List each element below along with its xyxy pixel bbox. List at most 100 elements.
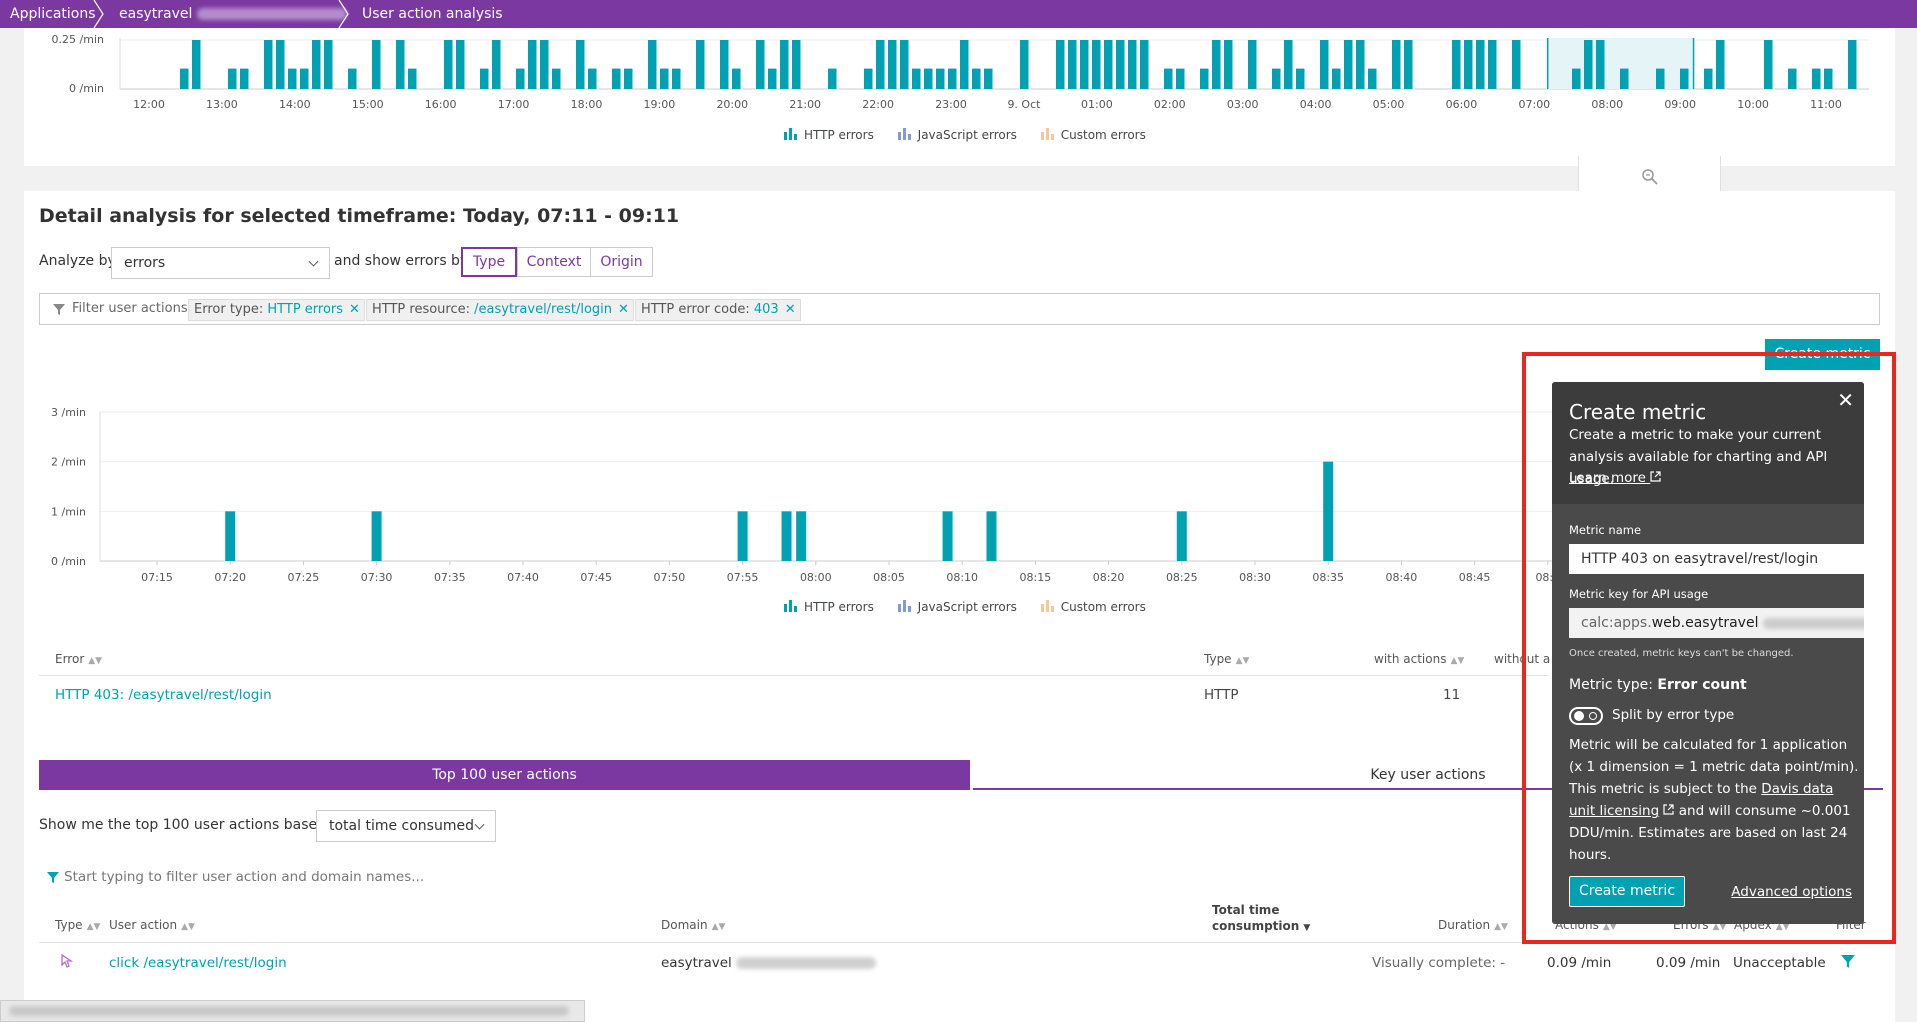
overview-bar (576, 40, 585, 89)
overview-bar (864, 68, 873, 89)
x-tick-label: 07:55 (727, 571, 759, 584)
filter-chip-error-code[interactable]: HTTP error code: 403 ✕ (635, 299, 801, 321)
filter-chip-resource[interactable]: HTTP resource: /easytravel/rest/login ✕ (366, 299, 634, 321)
ddu-licensing-link[interactable]: Davis data unit licensing (1569, 781, 1834, 819)
x-tick-label: 15:00 (352, 98, 384, 111)
learn-more-link[interactable]: Learn more (1569, 470, 1661, 486)
x-tick-label: 19:00 (644, 98, 676, 111)
col-type[interactable]: Type ▲▼ (1204, 652, 1250, 666)
error-with-actions: 11 (1443, 687, 1461, 703)
overview-bar (1092, 40, 1101, 89)
x-tick-label: 07:35 (434, 571, 466, 584)
metric-type: Metric type: Error count (1569, 677, 1747, 693)
filter-bar[interactable]: Filter user actions Error type: HTTP err… (39, 293, 1880, 325)
col-error[interactable]: Error ▲▼ (55, 652, 103, 666)
segment-type[interactable]: Type (461, 247, 517, 277)
overview-bar (1716, 40, 1725, 89)
close-icon[interactable]: ✕ (618, 302, 629, 317)
breadcrumb-separator-icon (338, 0, 349, 28)
filter-icon (47, 872, 59, 883)
overview-bar (1332, 68, 1341, 89)
sort-icon: ▲▼ (88, 656, 103, 666)
overview-bar (1452, 40, 1461, 89)
overview-bar (912, 68, 921, 89)
based-on-select[interactable]: total time consumed (316, 810, 496, 842)
overview-bar (1020, 40, 1029, 89)
col-with-actions[interactable]: with actions ▲▼ (1374, 652, 1465, 666)
col-duration[interactable]: Duration ▲▼ (1438, 918, 1508, 932)
errors-value: 0.09 /min (1656, 955, 1721, 971)
detail-chart[interactable]: 3 /min 2 /min 1 /min 0 /min 07:15 07:20 07:25 0… (24, 395, 1584, 585)
close-icon[interactable]: ✕ (784, 302, 796, 317)
x-tick-label: 04:00 (1300, 98, 1332, 111)
overview-bar (876, 40, 885, 89)
x-tick-label: 08:45 (1459, 571, 1491, 584)
analyze-by-label: Analyze by (39, 253, 116, 269)
overview-bar (492, 40, 501, 89)
overview-bar (1848, 40, 1857, 89)
col-total-time[interactable]: Total time consumption ▼ (1212, 903, 1311, 933)
analyze-by-select[interactable]: errors (111, 247, 330, 279)
zoom-tab[interactable] (1578, 156, 1721, 192)
x-tick-label: 07:25 (288, 571, 320, 584)
x-tick-label: 07:20 (214, 571, 246, 584)
overview-bar (1164, 68, 1173, 89)
overview-bar (1248, 40, 1257, 89)
advanced-options-link[interactable]: Advanced options (1731, 884, 1852, 900)
overview-bar (1476, 40, 1485, 89)
overview-bar (720, 40, 729, 89)
overview-bar (228, 68, 237, 89)
sort-icon: ▲▼ (1494, 922, 1508, 932)
metric-name-input[interactable]: HTTP 403 on easytravel/rest/login (1569, 544, 1864, 574)
overview-bar (672, 68, 681, 89)
filter-placeholder: Filter user actions (72, 301, 188, 316)
overview-bar (1392, 40, 1401, 89)
x-tick-label: 13:00 (206, 98, 238, 111)
overview-bar (612, 68, 621, 89)
x-tick-label: 18:00 (571, 98, 603, 111)
legend-js: JavaScript errors (917, 128, 1017, 142)
zoom-icon[interactable] (1641, 168, 1659, 186)
action-filter-input[interactable]: Start typing to filter user action and d… (64, 869, 425, 885)
x-tick-label: 08:20 (1093, 571, 1125, 584)
overview-bar (1116, 40, 1125, 89)
x-tick-label: 11:00 (1810, 98, 1842, 111)
close-icon[interactable]: ✕ (349, 302, 360, 317)
col-action-type[interactable]: Type ▲▼ (55, 918, 101, 932)
apdex-value: Unacceptable (1733, 955, 1826, 971)
x-tick-label: 08:35 (1312, 571, 1344, 584)
x-tick-label: 07:45 (580, 571, 612, 584)
show-top-label: Show me the top 100 user actions based o… (39, 817, 348, 833)
close-icon[interactable]: ✕ (1837, 388, 1854, 412)
overview-bar (348, 68, 357, 89)
tab-top-user-actions[interactable]: Top 100 user actions (39, 760, 970, 790)
overview-bar (756, 40, 765, 89)
overview-bar (180, 68, 189, 89)
segment-context[interactable]: Context (517, 247, 591, 277)
segment-origin[interactable]: Origin (590, 247, 653, 277)
breadcrumb-applications[interactable]: Applications (10, 6, 96, 22)
split-toggle[interactable] (1569, 707, 1603, 725)
x-tick-label: 07:50 (654, 571, 686, 584)
error-link[interactable]: HTTP 403: /easytravel/rest/login (55, 687, 272, 703)
overview-chart[interactable]: 0.25 /min 0 /min 12:00 13:00 14:00 15:00 16:00… (24, 28, 1895, 126)
x-tick-label: 07:00 (1518, 98, 1550, 111)
user-action-link[interactable]: click /easytravel/rest/login (109, 955, 287, 971)
tab-key-user-actions[interactable]: Key user actions (973, 760, 1883, 790)
overview-bar (960, 40, 969, 89)
col-user-action[interactable]: User action ▲▼ (109, 918, 195, 932)
breadcrumb-easytravel[interactable]: easytravel (119, 0, 347, 28)
popup-create-metric-button[interactable]: Create metric (1569, 876, 1685, 907)
col-domain[interactable]: Domain ▲▼ (661, 918, 726, 932)
filter-icon[interactable] (1841, 955, 1855, 969)
overview-bar (972, 68, 981, 89)
sort-icon: ▲▼ (1450, 656, 1465, 666)
overview-bar (288, 68, 297, 89)
overview-bar (792, 40, 801, 89)
overview-bar (192, 40, 201, 89)
overview-bar (528, 40, 537, 89)
external-link-icon (1650, 471, 1661, 482)
filter-chip-error-type[interactable]: Error type: HTTP errors ✕ (188, 299, 365, 321)
duration-value: Visually complete: - (1372, 955, 1506, 971)
x-tick-label: 20:00 (716, 98, 748, 111)
